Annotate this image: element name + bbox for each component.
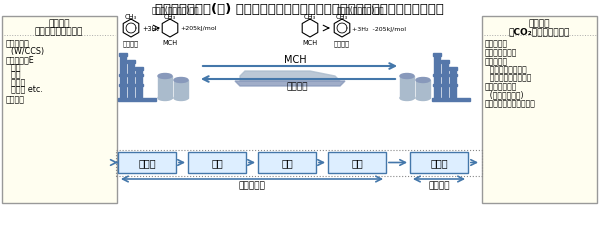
Ellipse shape [174,78,188,83]
Text: 貯蔵: 貯蔵 [211,158,223,168]
Text: ・逆シフト反応: ・逆シフト反応 [485,82,518,91]
Text: 脱水素(水素発生)反応: 脱水素(水素発生)反応 [336,5,384,14]
Polygon shape [235,82,345,87]
Bar [135,68,143,71]
Text: ・再生可能E: ・再生可能E [6,55,35,64]
Text: 千代田化工建設(株) 有機ケミカルハイドライド法による水素サプライチェーン: 千代田化工建設(株) 有機ケミカルハイドライド法による水素サプライチェーン [155,3,443,16]
Text: MCH: MCH [162,40,177,46]
Ellipse shape [400,96,414,101]
Text: ・燃料電池: ・燃料電池 [485,57,508,66]
Text: CH₃: CH₃ [336,14,348,20]
Ellipse shape [158,96,172,101]
Text: 水素化: 水素化 [138,158,156,168]
Bar [449,68,457,71]
Text: (化学品、燃料): (化学品、燃料) [485,90,524,99]
Text: 輸送: 輸送 [281,158,293,168]
Text: 水素利用: 水素利用 [528,19,550,28]
Bar [136,71,142,99]
Text: トルエン: トルエン [334,40,350,46]
Text: 太陽光 etc.: 太陽光 etc. [6,85,43,94]
Text: 貯蔵: 貯蔵 [351,158,363,168]
Text: 家庭用、複合設備: 家庭用、複合設備 [485,65,527,74]
Text: 風力: 風力 [6,70,20,79]
Ellipse shape [416,78,430,83]
Bar [119,54,127,57]
Text: ・原子力: ・原子力 [6,94,25,103]
Ellipse shape [158,74,172,79]
Text: 水力: 水力 [6,63,20,72]
Bar [119,75,143,77]
FancyBboxPatch shape [118,152,176,173]
Text: +3H₂  -205kJ/mol: +3H₂ -205kJ/mol [352,26,406,31]
FancyBboxPatch shape [2,17,117,203]
Text: CH₃: CH₃ [125,14,137,20]
FancyBboxPatch shape [482,17,597,203]
Text: 太陽熱: 太陽熱 [6,78,25,87]
Text: ・火力発電: ・火力発電 [485,39,508,48]
Text: 脱水素: 脱水素 [430,158,448,168]
Bar [119,85,143,87]
Text: 商業実績有: 商業実績有 [238,180,265,189]
Bar [120,57,126,99]
Text: （一次エネルギー）: （一次エネルギー） [35,27,83,36]
Text: （CO₂削減分を利用）: （CO₂削減分を利用） [509,27,570,36]
Text: MCH: MCH [302,40,317,46]
Text: +205kJ/mol: +205kJ/mol [180,26,216,31]
Bar [127,61,135,64]
Bar [442,64,448,99]
Text: CH₃: CH₃ [304,14,316,20]
Bar [441,61,449,64]
Bar [400,77,414,99]
Bar [416,81,430,99]
Bar [450,71,456,99]
FancyBboxPatch shape [410,152,468,173]
Bar [434,57,440,99]
Text: CH₃: CH₃ [164,14,176,20]
Text: +3H₂: +3H₂ [142,26,159,32]
Text: 自動車、鉄道、船舶: 自動車、鉄道、船舶 [485,73,531,82]
Text: トルエン: トルエン [286,82,308,91]
Bar [128,64,134,99]
Text: トルエン: トルエン [123,40,139,46]
FancyBboxPatch shape [188,152,246,173]
Text: ・都市ガス混合: ・都市ガス混合 [485,48,518,57]
Bar [158,77,172,99]
Bar [174,81,188,99]
Ellipse shape [400,74,414,79]
Ellipse shape [416,96,430,101]
Bar [433,54,441,57]
Text: ・化石燃料: ・化石燃料 [6,39,30,48]
Text: 水素化(水素貯蔵)反応: 水素化(水素貯蔵)反応 [151,5,199,14]
Polygon shape [240,72,340,82]
FancyBboxPatch shape [328,152,386,173]
Text: 実証段階: 実証段階 [428,180,450,189]
Text: ・還元製鉄、工業用水素: ・還元製鉄、工業用水素 [485,99,536,108]
Bar [118,99,156,102]
Bar [432,99,470,102]
Ellipse shape [174,96,188,101]
FancyBboxPatch shape [258,152,316,173]
Text: MCH: MCH [284,55,306,65]
Text: 水素製造: 水素製造 [49,19,69,28]
Bar [433,75,457,77]
Text: (W/CCS): (W/CCS) [6,47,44,56]
Bar [433,85,457,87]
